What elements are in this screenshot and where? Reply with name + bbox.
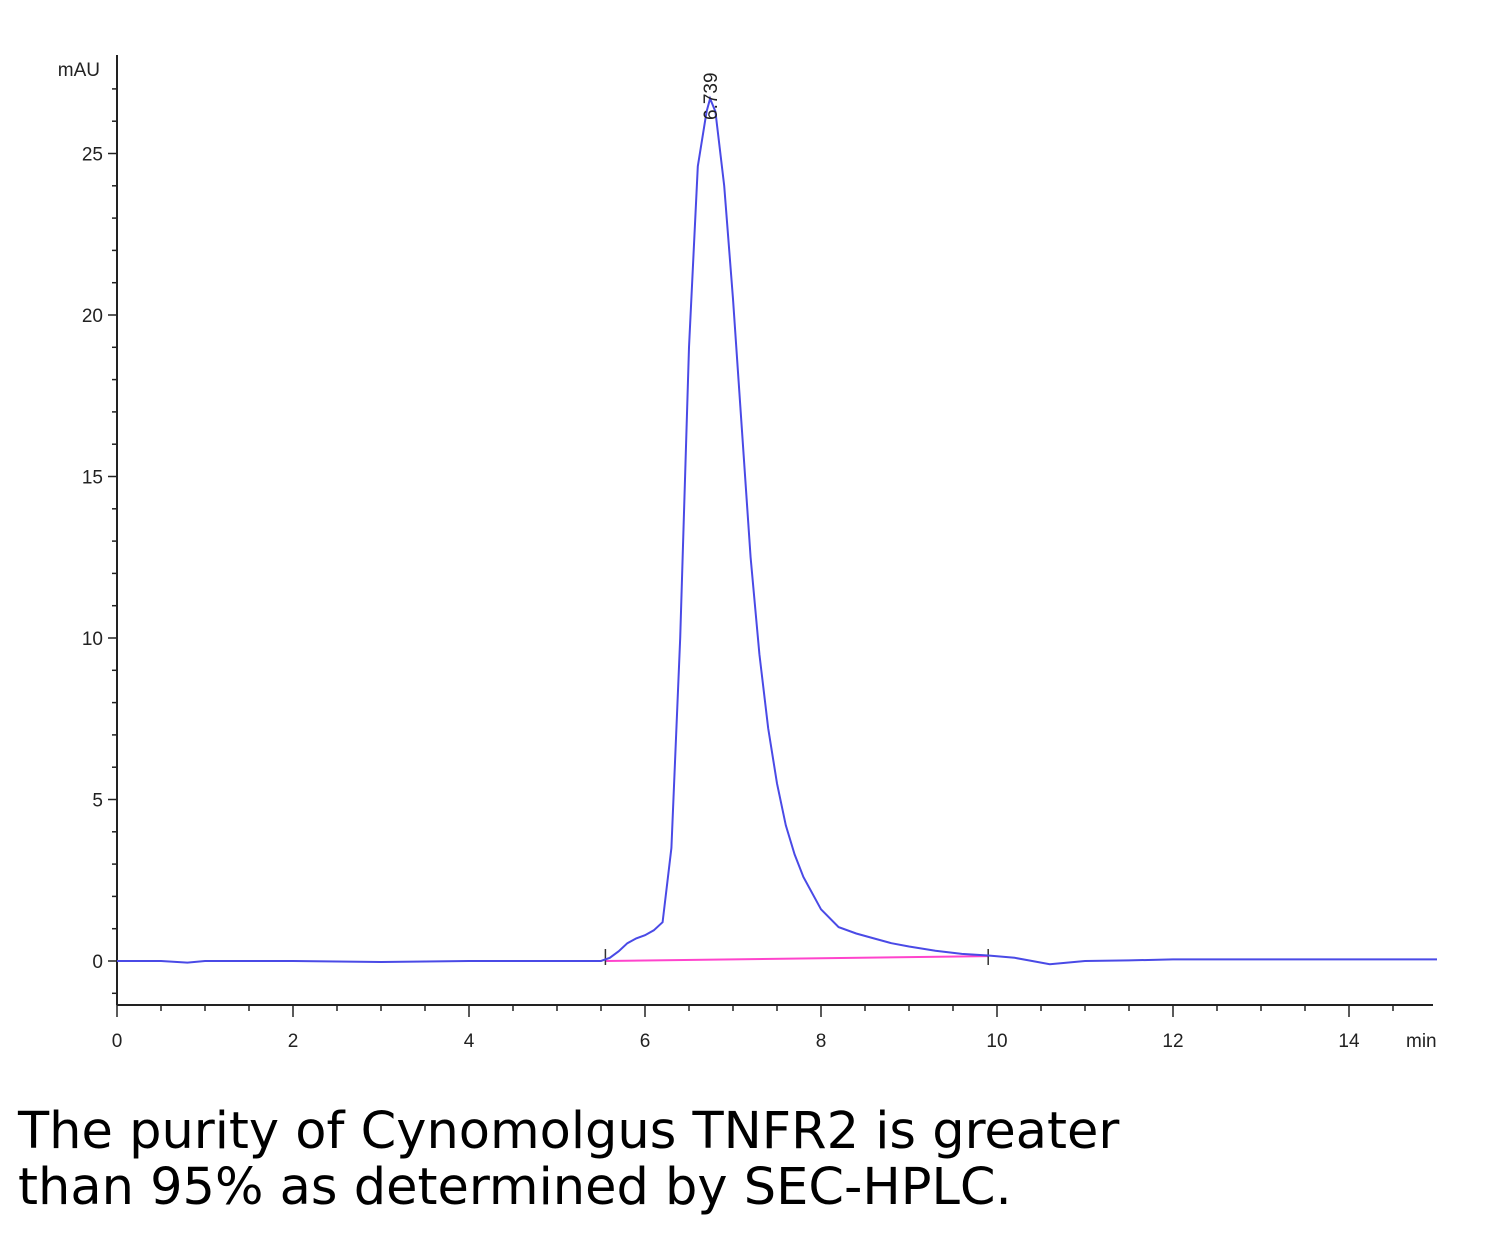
chromatogram-trace — [117, 95, 1437, 966]
y-tick-label: 25 — [82, 145, 103, 166]
x-tick-label: 4 — [464, 1031, 475, 1052]
x-tick-label: 6 — [640, 1031, 651, 1052]
y-tick-label: 5 — [92, 791, 103, 812]
integration-marks — [604, 949, 989, 965]
caption-line-1: The purity of Cynomolgus TNFR2 is greate… — [18, 1102, 1120, 1161]
x-tick-label: 10 — [986, 1031, 1007, 1052]
y-tick-label: 10 — [82, 629, 103, 650]
peak-retention-label: 6.739 — [701, 72, 722, 120]
x-tick-label: 8 — [816, 1031, 827, 1052]
x-axis: 0 2 4 6 8 10 12 14 — [112, 1004, 1433, 1052]
x-unit-label: min — [1406, 1031, 1437, 1052]
x-tick-label: 12 — [1162, 1031, 1183, 1052]
y-tick-label: 20 — [82, 306, 103, 327]
y-tick-label: 15 — [82, 468, 103, 489]
y-axis: 0 5 10 15 20 25 — [82, 55, 118, 1005]
caption: The purity of Cynomolgus TNFR2 is greate… — [18, 1102, 1478, 1218]
caption-line-2: than 95% as determined by SEC-HPLC. — [18, 1158, 1012, 1218]
x-tick-label: 2 — [288, 1031, 299, 1052]
x-tick-label: 14 — [1338, 1031, 1360, 1052]
chromatogram-chart: 0 5 10 15 20 25 0 2 4 6 8 10 12 14 6.739 mAU min — [58, 55, 1437, 1052]
integration-baseline — [605, 955, 989, 962]
x-tick-label: 0 — [112, 1031, 123, 1052]
y-unit-label: mAU — [58, 60, 100, 81]
y-tick-label: 0 — [92, 952, 103, 973]
